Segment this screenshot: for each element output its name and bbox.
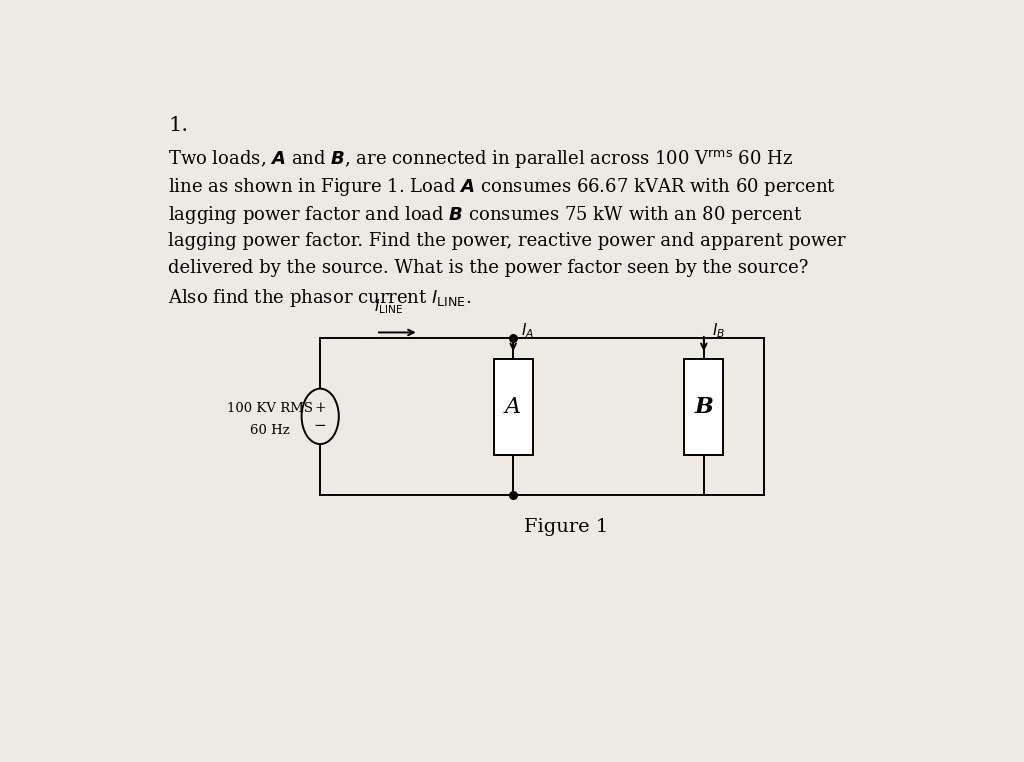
Text: 1.: 1. bbox=[168, 116, 188, 135]
Text: lagging power factor and load $\bfit{B}$ consumes 75 kW with an 80 percent: lagging power factor and load $\bfit{B}$… bbox=[168, 204, 803, 226]
Text: +: + bbox=[314, 401, 326, 415]
Text: $I_B$: $I_B$ bbox=[712, 322, 725, 341]
Bar bbox=[684, 359, 723, 455]
Text: Figure 1: Figure 1 bbox=[523, 518, 608, 536]
Text: 60 Hz: 60 Hz bbox=[250, 424, 290, 437]
Text: B: B bbox=[694, 395, 713, 418]
Text: $I_{\rm LINE}$: $I_{\rm LINE}$ bbox=[375, 297, 404, 315]
Text: delivered by the source. What is the power factor seen by the source?: delivered by the source. What is the pow… bbox=[168, 259, 809, 277]
Text: A: A bbox=[505, 395, 521, 418]
Text: $I_A$: $I_A$ bbox=[521, 322, 534, 341]
Text: Two loads, $\bfit{A}$ and $\bfit{B}$, are connected in parallel across 100 V$^{\: Two loads, $\bfit{A}$ and $\bfit{B}$, ar… bbox=[168, 149, 794, 171]
Text: Also find the phasor current $I_{\rm LINE}$.: Also find the phasor current $I_{\rm LIN… bbox=[168, 287, 472, 309]
Bar bbox=[494, 359, 532, 455]
Text: −: − bbox=[313, 418, 327, 433]
Text: 100 KV RMS: 100 KV RMS bbox=[227, 402, 312, 415]
Text: lagging power factor. Find the power, reactive power and apparent power: lagging power factor. Find the power, re… bbox=[168, 232, 846, 250]
Ellipse shape bbox=[302, 389, 339, 444]
Text: line as shown in Figure 1. Load $\bfit{A}$ consumes 66.67 kVAR with 60 percent: line as shown in Figure 1. Load $\bfit{A… bbox=[168, 176, 837, 198]
